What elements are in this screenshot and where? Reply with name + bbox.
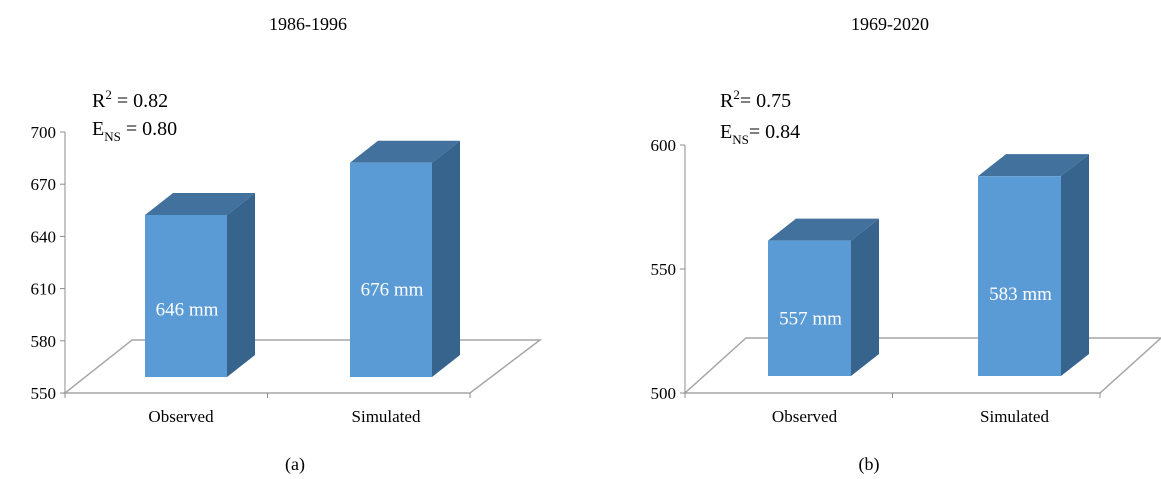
bar-value-label: 646 mm bbox=[156, 299, 219, 320]
stats-line: ENS = 0.80 bbox=[92, 118, 177, 144]
chart-panel-a: 1986-1996 (a) R2 = 0.82 ENS = 0.80 550 580 610… bbox=[0, 0, 580, 479]
x-category-label: Simulated bbox=[352, 407, 421, 426]
y-tick-label: 580 bbox=[31, 332, 57, 351]
bar-front-face bbox=[768, 240, 851, 376]
stats-subscript: NS bbox=[104, 129, 121, 144]
stats-superscript: 2 bbox=[733, 87, 740, 102]
y-tick-label: 600 bbox=[651, 136, 677, 155]
bar-top-face bbox=[978, 154, 1089, 177]
bar-top-face bbox=[350, 140, 460, 163]
stats-symbol: R bbox=[720, 90, 734, 112]
bar-front-face bbox=[978, 176, 1061, 376]
stats-symbol: R bbox=[92, 90, 106, 112]
x-category-label: Simulated bbox=[980, 407, 1049, 426]
chart-floor bbox=[62, 339, 543, 394]
stats-value: = 0.75 bbox=[740, 90, 791, 112]
y-tick-label: 640 bbox=[31, 227, 57, 246]
bar-side-face bbox=[1061, 154, 1089, 376]
chart-caption: (b) bbox=[859, 454, 880, 475]
stats-line: ENS= 0.84 bbox=[720, 121, 800, 147]
chart-panel-b: 1969-2020 (b) R2= 0.75 ENS= 0.84 500 550 600 55… bbox=[580, 0, 1161, 479]
y-tick-label: 500 bbox=[651, 384, 677, 403]
bar-side-face bbox=[851, 218, 879, 376]
y-tick-label: 700 bbox=[31, 123, 57, 142]
stats-superscript: 2 bbox=[105, 87, 112, 102]
y-tick-label: 550 bbox=[651, 260, 677, 279]
y-tick-label: 670 bbox=[31, 175, 57, 194]
bar-side-face bbox=[227, 192, 255, 377]
bar-observed: 557 mm bbox=[768, 218, 879, 376]
bar-value-label: 583 mm bbox=[989, 284, 1052, 305]
chart-floor bbox=[683, 337, 1161, 394]
bar-value-label: 676 mm bbox=[361, 280, 424, 301]
chart-title: 1986-1996 bbox=[269, 14, 347, 34]
stats-line: R2 = 0.82 bbox=[92, 87, 168, 112]
stats-subscript: NS bbox=[732, 132, 749, 147]
stats-line: R2= 0.75 bbox=[720, 87, 791, 112]
chart-b-svg: 1969-2020 (b) R2= 0.75 ENS= 0.84 500 550 600 55… bbox=[651, 14, 1161, 475]
chart-caption: (a) bbox=[285, 454, 305, 475]
bar-front-face bbox=[350, 162, 432, 377]
bar-top-face bbox=[145, 192, 255, 215]
bar-value-label: 557 mm bbox=[779, 309, 842, 330]
y-tick-label: 550 bbox=[31, 384, 57, 403]
bar-simulated: 583 mm bbox=[978, 154, 1089, 376]
stats-symbol: E bbox=[92, 118, 104, 140]
stats-value: = 0.84 bbox=[749, 121, 800, 143]
y-tick-label: 610 bbox=[31, 280, 57, 299]
bar-simulated: 676 mm bbox=[350, 140, 460, 377]
bar-top-face bbox=[768, 218, 879, 241]
bar-front-face bbox=[145, 214, 227, 377]
chart-a-svg: 1986-1996 (a) R2 = 0.82 ENS = 0.80 550 580 610… bbox=[31, 14, 543, 475]
chart-title: 1969-2020 bbox=[851, 14, 929, 34]
bar-observed: 646 mm bbox=[145, 192, 255, 377]
stats-value: = 0.82 bbox=[112, 90, 168, 112]
x-category-label: Observed bbox=[772, 407, 838, 426]
bar-side-face bbox=[432, 140, 460, 377]
x-category-label: Observed bbox=[148, 407, 214, 426]
stats-symbol: E bbox=[720, 121, 732, 143]
stats-value: = 0.80 bbox=[121, 118, 177, 140]
